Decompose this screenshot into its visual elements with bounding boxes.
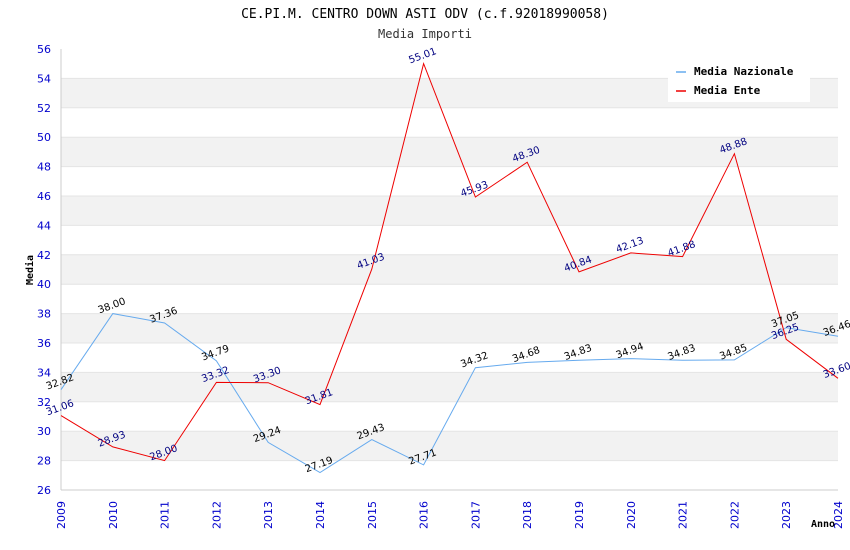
legend-box — [668, 58, 810, 102]
series-line — [60, 313, 839, 474]
y-tick-label: 32 — [37, 396, 51, 409]
y-tick-label: 50 — [37, 131, 51, 144]
chart-title: CE.PI.M. CENTRO DOWN ASTI ODV (c.f.92018… — [241, 7, 609, 22]
grid-bands — [61, 77, 838, 491]
x-tick-label: 2015 — [366, 501, 379, 529]
y-tick-label: 42 — [37, 249, 51, 262]
y-tick-label: 38 — [37, 308, 51, 321]
data-label: 34.32 — [459, 350, 490, 370]
x-tick-label: 2016 — [418, 501, 431, 529]
x-tick-label: 2019 — [573, 501, 586, 529]
grid-band — [61, 254, 838, 285]
series-line — [60, 61, 839, 462]
data-label: 42.13 — [615, 235, 646, 255]
y-tick-label: 28 — [37, 455, 51, 468]
x-tick-label: 2021 — [677, 501, 690, 529]
grid-band — [61, 431, 838, 461]
y-tick-label: 56 — [37, 43, 51, 56]
x-tick-label: 2017 — [469, 501, 482, 529]
y-tick-labels: 26 28 30 32 34 36 38 40 42 44 46 48 50 52 54 56 — [37, 43, 51, 497]
x-tick-label: 2011 — [159, 501, 172, 529]
y-tick-label: 52 — [37, 102, 51, 115]
y-tick-label: 44 — [37, 219, 51, 232]
series-lines — [60, 61, 839, 474]
y-tick-label: 36 — [37, 337, 51, 350]
y-tick-label: 34 — [37, 366, 51, 379]
data-label: 55.01 — [407, 46, 438, 66]
x-tick-label: 2023 — [780, 501, 793, 529]
y-tick-label: 40 — [37, 278, 51, 291]
legend: Media Nazionale Media Ente — [668, 58, 810, 102]
grid-band — [61, 313, 838, 343]
x-tick-label: 2020 — [625, 501, 638, 529]
y-tick-label: 30 — [37, 425, 51, 438]
legend-label: Media Nazionale — [694, 65, 794, 78]
x-tick-label: 2022 — [728, 501, 741, 529]
y-axis-label: Media — [24, 255, 36, 285]
y-tick-label: 46 — [37, 190, 51, 203]
grid-band — [61, 137, 838, 167]
x-tick-label: 2014 — [314, 501, 327, 529]
legend-label: Media Ente — [694, 84, 761, 97]
axes — [60, 49, 838, 491]
x-tick-label: 2010 — [107, 501, 120, 529]
grid-band — [61, 196, 838, 226]
x-axis-label: Anno — [811, 519, 835, 530]
x-tick-label: 2018 — [521, 501, 534, 529]
y-tick-label: 48 — [37, 161, 51, 174]
grid-band — [61, 372, 838, 402]
x-tick-label: 2013 — [262, 501, 275, 529]
x-tick-label: 2024 — [832, 501, 845, 529]
chart-subtitle: Media Importi — [378, 27, 472, 41]
x-tick-label: 2009 — [55, 501, 68, 529]
x-tick-label: 2012 — [210, 501, 223, 529]
y-tick-label: 54 — [37, 72, 51, 85]
y-tick-label: 26 — [37, 484, 51, 497]
x-tick-labels: 2009 2010 2011 2012 2013 2014 2015 2016 2017 2018… — [55, 501, 845, 529]
